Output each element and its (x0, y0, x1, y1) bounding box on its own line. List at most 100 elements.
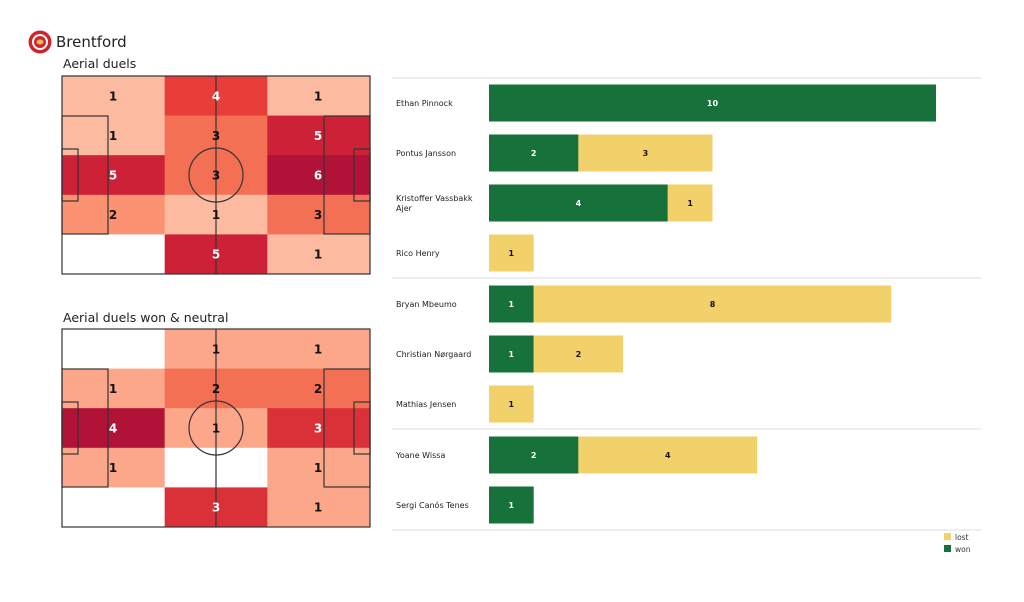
heatmap-cell (62, 194, 166, 235)
heatmap-cell (267, 194, 371, 235)
heatmap-cell-value: 1 (314, 461, 322, 475)
heatmap-cell-value: 5 (109, 169, 117, 183)
bar-lost-label: 3 (643, 149, 649, 158)
bar-lost (533, 335, 624, 373)
bar-won-label: 10 (707, 99, 719, 108)
bar-lost-label: 4 (665, 451, 671, 460)
heatmap-cell-value: 6 (314, 169, 322, 183)
heatmap-cell-value: 3 (212, 129, 220, 143)
heatmap-cell-value: 5 (212, 248, 220, 262)
brentford-crest-logo (28, 30, 52, 54)
player-label: Mathias Jensen (396, 400, 456, 409)
heatmap-title-won-neutral: Aerial duels won & neutral (63, 310, 229, 325)
bar-won (489, 184, 668, 222)
player-label: Ajer (396, 204, 413, 213)
center-circle (188, 147, 244, 203)
heatmap-cell-value: 1 (212, 342, 220, 356)
heatmap-cell (267, 368, 371, 409)
heatmap-cell-value: 3 (212, 501, 220, 515)
heatmap-cell (62, 329, 166, 370)
legend-label-won: won (955, 545, 971, 554)
heatmap-cell-value: 1 (109, 89, 117, 103)
heatmap-cell (62, 408, 166, 449)
bar-won (489, 486, 534, 524)
bar-won (489, 335, 534, 373)
heatmap-cell (62, 487, 166, 528)
bar-lost (533, 285, 892, 323)
heatmap-cell (267, 234, 371, 275)
bar-lost-label: 1 (687, 199, 693, 208)
heatmap-cell-value: 5 (314, 129, 322, 143)
player-label: Sergi Canós Tenes (396, 500, 469, 510)
heatmap-cell (62, 447, 166, 488)
player-label: Pontus Jansson (396, 149, 456, 158)
bar-lost-label: 8 (710, 300, 716, 309)
heatmap-cell (267, 487, 371, 528)
player-label: Christian Nørgaard (396, 350, 471, 359)
right-goal-box (353, 401, 371, 455)
heatmap-cell-value: 4 (212, 89, 220, 103)
bar-lost (578, 134, 713, 172)
bar-won-label: 1 (509, 501, 515, 510)
heatmap-cell-value: 1 (212, 208, 220, 222)
heatmap-cell-value: 2 (314, 382, 322, 396)
heatmap-cell-value: 1 (314, 342, 322, 356)
heatmap-cell-value: 1 (212, 422, 220, 436)
legend-swatch-lost (944, 533, 951, 540)
heatmap-title-aerial-duels: Aerial duels (63, 56, 137, 71)
bar-lost (489, 234, 534, 272)
player-label: Kristoffer Vassbakk (396, 194, 473, 203)
heatmap-cell (267, 329, 371, 370)
heatmap-cell (267, 447, 371, 488)
heatmap-cell-value: 3 (212, 169, 220, 183)
player-label: Bryan Mbeumo (396, 300, 457, 309)
heatmap-cell (62, 115, 166, 156)
heatmap-cell-value: 1 (314, 89, 322, 103)
heatmap-cell-value: 3 (314, 208, 322, 222)
bar-won (489, 436, 579, 474)
bar-won (489, 134, 579, 172)
bar-won-label: 4 (576, 199, 582, 208)
player-label: Rico Henry (396, 249, 440, 258)
heatmap-cell (267, 115, 371, 156)
heatmap-cell-value: 2 (212, 382, 220, 396)
legend-swatch-won (944, 545, 951, 552)
player-label: Yoane Wissa (395, 451, 445, 460)
heatmap-cell-value: 4 (109, 422, 117, 436)
bar-lost-label: 2 (576, 350, 582, 359)
heatmap-cell (62, 368, 166, 409)
heatmap-cell (267, 155, 371, 196)
player-label: Ethan Pinnock (396, 99, 453, 108)
bar-won-label: 1 (509, 300, 515, 309)
legend-label-lost: lost (955, 533, 969, 542)
heatmap-cell-value: 1 (314, 248, 322, 262)
heatmap-cell (267, 76, 371, 117)
heatmap-cell-value: 2 (109, 208, 117, 222)
bar-lost-label: 1 (509, 400, 515, 409)
heatmap-cell (267, 408, 371, 449)
left-goal-box (61, 401, 79, 455)
heatmap-cell-value: 1 (314, 501, 322, 515)
bar-lost (578, 436, 758, 474)
bar-won (489, 84, 936, 122)
bar-lost (667, 184, 713, 222)
bar-won-label: 2 (531, 451, 537, 460)
heatmap-aerial-duels: 1 4 1 1 3 5 5 3 6 2 1 3 5 1 (61, 75, 371, 275)
heatmap-cell-value: 1 (109, 129, 117, 143)
bar-lost (489, 385, 534, 423)
heatmap-cell (62, 234, 166, 275)
heatmap-cell-value: 1 (109, 461, 117, 475)
heatmap-cell (62, 76, 166, 117)
left-goal-box (61, 148, 79, 202)
bar-lost-label: 1 (509, 249, 515, 258)
bar-won-label: 2 (531, 149, 537, 158)
heatmap-cell-value: 1 (109, 382, 117, 396)
heatmap-cell (62, 155, 166, 196)
heatmap-cell-value: 3 (314, 422, 322, 436)
bar-won (489, 285, 534, 323)
center-circle (188, 400, 244, 456)
team-name: Brentford (56, 33, 127, 51)
bar-won-label: 1 (509, 350, 515, 359)
right-goal-box (353, 148, 371, 202)
